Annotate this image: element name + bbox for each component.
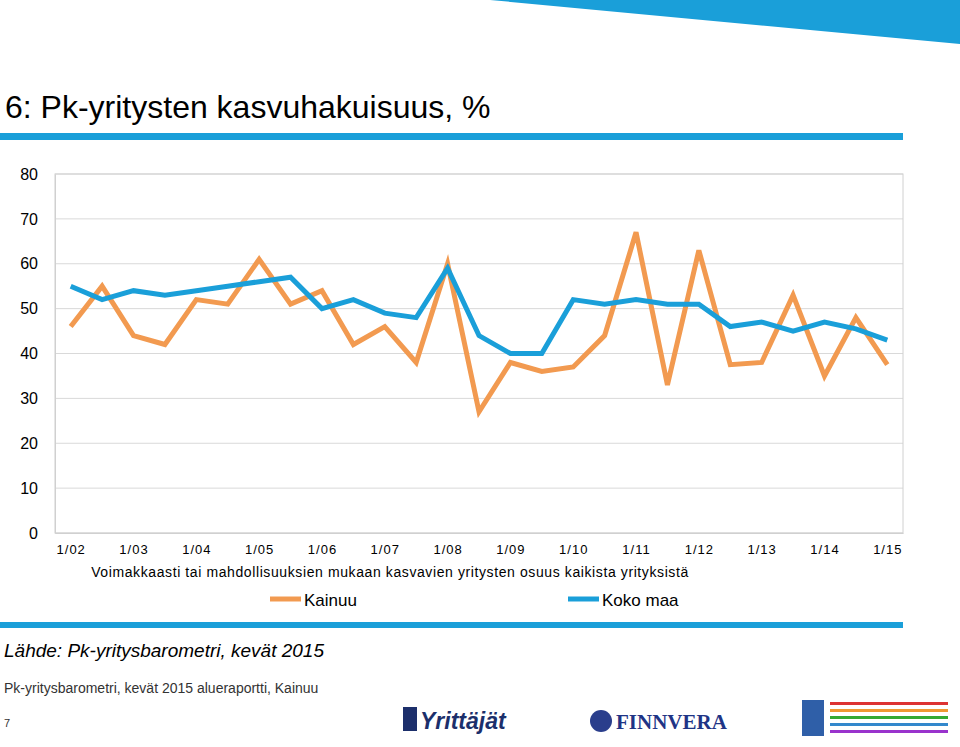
series-line [71,268,888,353]
x-tick-label: 1/05 [245,542,274,557]
title: 6: Pk-yritysten kasvuhakuisuus, % [5,89,491,125]
y-tick-label: 20 [20,435,38,452]
x-tick: 1/14 [810,533,839,557]
x-tick-label: 1/10 [559,542,588,557]
y-tick: 0 [29,525,55,542]
logo-text: FINNVERA [616,710,728,734]
logo-mark [403,707,417,731]
grid-line [55,443,903,444]
x-tick-label: 1/11 [622,542,650,557]
x-tick: 1/10 [559,533,588,557]
y-tick: 60 [20,255,55,272]
logo-text: Yrittäjät [420,708,507,734]
grid-line [55,488,903,489]
y-tick-label: 10 [20,480,38,497]
y-tick-label: 80 [20,166,38,183]
x-tick: 1/07 [371,533,400,557]
series-group [71,232,888,412]
grid-line [55,308,903,309]
y-tick-label: 30 [20,390,38,407]
source: Lähde: Pk-yritysbarometri, kevät 2015 [4,640,324,661]
x-tick-label: 1/09 [496,542,525,557]
x-tick: 1/08 [433,533,462,557]
grid-line [55,263,903,264]
legend: Kainuu Koko maa [270,591,679,610]
y-tick: 10 [20,480,55,497]
y-tick-label: 0 [29,525,38,542]
grid-line [55,398,903,399]
y-tick: 80 [20,166,55,183]
x-tick: 1/09 [496,533,525,557]
x-tick: 1/05 [245,533,274,557]
y-tick-label: 60 [20,255,38,272]
y-tick: 40 [20,345,55,362]
x-tick-label: 1/07 [371,542,400,557]
y-axis: 0 10 20 30 40 50 60 70 80 [20,166,55,542]
y-tick: 70 [20,210,55,227]
x-tick: 1/02 [57,533,86,557]
x-axis: 1/02 1/03 1/04 1/05 1/06 1/07 1/08 1/09 1/10 1/11… [56,533,904,557]
top-stripe [490,0,960,44]
x-tick-label: 1/13 [748,542,777,557]
plot-frame [55,174,903,533]
logo-mark [590,710,612,732]
x-tick: 1/06 [308,533,337,557]
logo-ministry [802,700,948,736]
x-tick: 1/03 [119,533,148,557]
source-rule [0,622,903,628]
x-tick-label: 1/04 [182,542,211,557]
x-tick-label: 1/06 [308,542,337,557]
x-tick-label: 1/03 [119,542,148,557]
grid-line [55,353,903,354]
legend-swatch [568,597,599,602]
legend-label: Koko maa [602,591,679,610]
x-axis-title: Voimakkaasti tai mahdollisuuksien mukaan… [91,564,689,580]
grid [55,174,903,533]
x-tick-label: 1/08 [433,542,462,557]
y-axis-line [55,175,56,534]
logo-mark [802,700,824,736]
x-tick: 1/04 [182,533,211,557]
title-rule [0,133,903,140]
page-number: 7 [4,717,10,729]
logo-mark [830,709,948,712]
series-line [71,232,888,412]
logo-mark [830,723,948,726]
logo-mark [830,730,948,733]
x-tick-label: 1/15 [873,542,902,557]
x-tick: 1/13 [748,533,777,557]
x-tick: 1/12 [685,533,714,557]
x-tick: 1/11 [622,533,650,557]
y-tick: 20 [20,435,55,452]
grid-line [55,218,903,219]
legend-swatch [270,597,301,602]
x-tick-label: 1/12 [685,542,714,557]
y-tick-label: 40 [20,345,38,362]
footer: Pk-yritysbarometri, kevät 2015 aluerapor… [4,680,318,696]
x-tick-label: 1/02 [57,542,86,557]
y-tick: 30 [20,390,55,407]
x-tick: 1/15 [873,533,902,557]
logo-mark [830,716,948,719]
x-tick-label: 1/14 [810,542,839,557]
y-tick-label: 70 [20,210,38,227]
y-tick-label: 50 [20,300,38,317]
y-tick: 50 [20,300,55,317]
legend-label: Kainuu [304,591,357,610]
page: 6: Pk-yritysten kasvuhakuisuus, % 0 10 20 30… [0,0,960,747]
logo-mark [830,702,948,705]
x-axis-line [56,533,904,534]
